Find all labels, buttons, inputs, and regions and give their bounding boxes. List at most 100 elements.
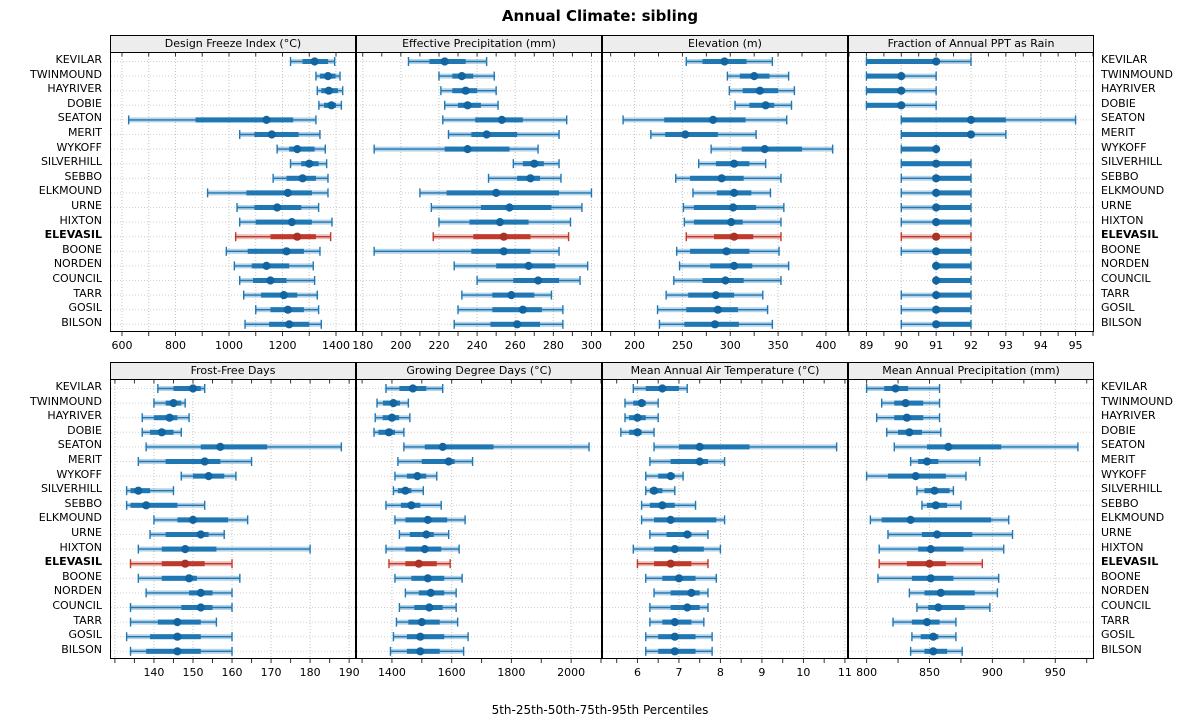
row-label-elevasil: ELEVASIL <box>44 228 102 242</box>
percentile-row-tarr <box>665 290 764 300</box>
tick-label: 92 <box>964 339 978 352</box>
percentile-row-boone <box>137 573 241 583</box>
percentile-row-dobie <box>865 100 937 110</box>
percentile-row-elkmound <box>394 515 466 525</box>
row-labels-right: KEVILAR TWINMOUND HAYRIVER DOBIE SEATON MERIT… <box>1094 35 1200 330</box>
tick-label: 260 <box>505 339 526 352</box>
tick-label: 6 <box>634 666 641 679</box>
percentile-row-hayriver <box>875 413 941 423</box>
percentile-row-sebbo <box>487 173 562 183</box>
row-label-merit: MERIT <box>1101 452 1136 466</box>
tick-label: 150 <box>182 666 203 679</box>
percentile-row-boone <box>877 573 1000 583</box>
row-label-dobie: DOBIE <box>1101 96 1136 110</box>
percentile-row-urne <box>649 530 709 539</box>
percentile-row-gosil <box>900 305 972 315</box>
row-label-kevilar: KEVILAR <box>55 53 102 66</box>
tick-label: 93 <box>999 339 1013 352</box>
percentile-row-silverhill <box>645 486 676 496</box>
percentile-row-sebbo <box>272 173 329 183</box>
gridlines <box>357 380 601 658</box>
percentile-row-elevasil <box>129 559 233 569</box>
tick-label: 1600 <box>438 666 466 679</box>
row-label-elkmound: ELKMOUND <box>38 511 102 525</box>
tick-label: 1000 <box>215 339 243 352</box>
panel-title: Frost-Free Days <box>111 363 355 380</box>
percentile-row-kevilar <box>865 384 941 393</box>
tick-label: 300 <box>720 339 741 352</box>
percentile-row-council <box>673 276 782 285</box>
percentile-row-merit <box>650 130 757 139</box>
row-label-twinmound: TWINMOUND <box>1101 394 1173 408</box>
percentile-row-tarr <box>243 290 318 300</box>
percentile-row-twinmound <box>315 71 341 81</box>
percentile-row-elevasil <box>878 559 984 569</box>
percentile-row-seaton <box>653 442 838 452</box>
percentile-row-tarr <box>129 617 218 627</box>
percentile-row-norden <box>932 261 972 271</box>
percentile-row-bilson <box>244 319 322 329</box>
percentile-row-elkmound <box>153 515 249 525</box>
row-label-norden: NORDEN <box>1101 257 1150 271</box>
panel-7: Mean Annual Air Temperature (°C) <box>602 362 848 659</box>
top-axis-ticks <box>121 53 337 57</box>
percentile-row-merit <box>447 130 560 139</box>
percentile-row-norden <box>453 261 589 271</box>
percentile-row-norden <box>653 588 709 598</box>
percentile-row-urne <box>149 530 225 539</box>
percentile-row-gosil <box>457 305 564 315</box>
percentile-row-bilson <box>129 646 233 656</box>
percentile-row-dobie <box>373 427 405 437</box>
percentile-row-gosil <box>125 632 233 642</box>
row-label-urne: URNE <box>1101 525 1132 539</box>
percentile-row-bilson <box>389 646 465 656</box>
percentile-row-hayriver <box>865 86 937 96</box>
percentile-row-council <box>238 276 316 285</box>
percentile-row-twinmound <box>624 398 659 408</box>
percentile-row-kevilar <box>407 57 488 66</box>
panel-1: Design Freeze Index (°C) <box>110 35 356 332</box>
percentile-row-tarr <box>900 290 972 300</box>
percentile-row-boone <box>900 246 972 256</box>
row-label-urne: URNE <box>1101 198 1132 212</box>
percentile-row-boone <box>645 573 717 583</box>
percentile-row-dobie <box>318 100 343 110</box>
tick-label: 1800 <box>497 666 525 679</box>
row-label-boone: BOONE <box>1101 569 1141 583</box>
percentile-row-tarr <box>395 617 459 627</box>
row-label-elevasil: ELEVASIL <box>44 555 102 569</box>
top-axis-ticks <box>616 380 846 384</box>
row-label-kevilar: KEVILAR <box>1101 53 1148 66</box>
tick-label: 800 <box>856 666 877 679</box>
percentile-row-elevasil <box>388 559 451 569</box>
percentile-row-council <box>916 603 991 612</box>
percentile-row-merit <box>909 457 981 466</box>
percentile-row-twinmound <box>376 398 410 408</box>
tick-label: 300 <box>581 339 602 352</box>
x-axis-5: 140 150 160 170 180 190 <box>114 659 360 679</box>
percentile-row-silverhill <box>697 159 767 169</box>
percentile-row-boone <box>373 246 560 256</box>
percentile-row-tarr <box>461 290 553 300</box>
row-label-silverhill: SILVERHILL <box>1101 155 1163 169</box>
panel-title: Growing Degree Days (°C) <box>357 363 601 380</box>
panel-5: Frost-Free Days <box>110 362 356 659</box>
percentile-row-sebbo <box>385 500 442 510</box>
percentile-row-gosil <box>645 632 713 642</box>
percentile-row-twinmound <box>726 71 790 81</box>
row-label-hayriver: HAYRIVER <box>1101 409 1156 423</box>
percentile-row-hixton <box>438 217 572 227</box>
row-label-merit: MERIT <box>67 452 102 466</box>
row-label-urne: URNE <box>71 525 102 539</box>
row-label-sebbo: SEBBO <box>64 496 103 510</box>
percentile-row-council <box>476 276 581 285</box>
percentile-row-gosil <box>656 305 769 315</box>
tick-label: 200 <box>624 339 645 352</box>
tick-label: 170 <box>261 666 282 679</box>
percentile-row-hayriver <box>728 86 796 96</box>
top-axis-ticks <box>361 380 601 384</box>
x-axis-1: 600 800 1000 1200 1400 <box>111 332 350 352</box>
percentile-row-silverhill <box>125 486 175 496</box>
row-label-elkmound: ELKMOUND <box>1101 511 1165 525</box>
percentile-row-seaton <box>622 115 788 125</box>
